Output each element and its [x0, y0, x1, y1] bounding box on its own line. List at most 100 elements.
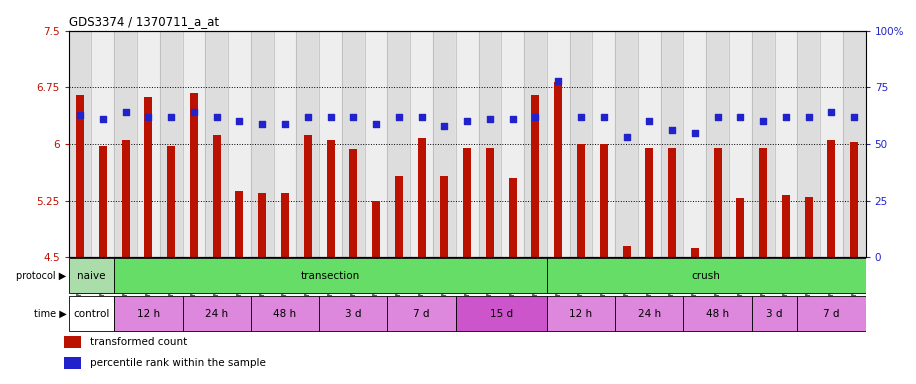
- Text: percentile rank within the sample: percentile rank within the sample: [90, 358, 266, 368]
- Bar: [752, 31, 775, 257]
- Bar: [69, 31, 92, 257]
- Bar: [349, 149, 357, 257]
- Bar: [190, 93, 198, 257]
- Text: transection: transection: [301, 270, 360, 281]
- Bar: [251, 31, 274, 257]
- Bar: [463, 148, 471, 257]
- Point: [187, 109, 202, 115]
- Point: [710, 114, 725, 120]
- Bar: [850, 142, 858, 257]
- Text: control: control: [73, 309, 110, 319]
- Text: time ▶: time ▶: [34, 309, 67, 319]
- Bar: [365, 31, 387, 257]
- Bar: [456, 296, 547, 331]
- Point: [596, 114, 611, 120]
- Point: [460, 118, 474, 124]
- Bar: [114, 258, 547, 293]
- Bar: [182, 296, 251, 331]
- Bar: [660, 31, 683, 257]
- Bar: [646, 148, 653, 257]
- Bar: [752, 296, 797, 331]
- Point: [369, 121, 384, 127]
- Bar: [76, 95, 84, 257]
- Bar: [456, 31, 478, 257]
- Bar: [683, 296, 752, 331]
- Point: [802, 114, 816, 120]
- Point: [95, 116, 110, 122]
- Bar: [683, 31, 706, 257]
- Bar: [616, 31, 638, 257]
- Point: [300, 114, 315, 120]
- Bar: [782, 195, 790, 257]
- Point: [665, 127, 680, 134]
- Point: [164, 114, 179, 120]
- Text: 7 d: 7 d: [823, 309, 840, 319]
- Bar: [327, 140, 334, 257]
- Bar: [297, 31, 319, 257]
- Bar: [114, 296, 182, 331]
- Bar: [820, 31, 843, 257]
- Bar: [714, 148, 722, 257]
- Bar: [736, 199, 745, 257]
- Bar: [554, 82, 562, 257]
- Bar: [235, 191, 244, 257]
- Bar: [433, 31, 456, 257]
- Bar: [251, 296, 319, 331]
- Bar: [372, 200, 380, 257]
- Text: GDS3374 / 1370711_a_at: GDS3374 / 1370711_a_at: [69, 15, 219, 28]
- Bar: [508, 178, 517, 257]
- Bar: [797, 296, 866, 331]
- Bar: [258, 193, 267, 257]
- Bar: [418, 138, 426, 257]
- Point: [642, 118, 657, 124]
- Point: [529, 114, 543, 120]
- Bar: [114, 31, 137, 257]
- Bar: [228, 31, 251, 257]
- Bar: [547, 296, 616, 331]
- Bar: [638, 31, 660, 257]
- Point: [756, 118, 770, 124]
- Point: [779, 114, 793, 120]
- Bar: [478, 31, 501, 257]
- Bar: [547, 258, 866, 293]
- Bar: [159, 31, 182, 257]
- Bar: [387, 296, 456, 331]
- Text: 48 h: 48 h: [274, 309, 297, 319]
- Text: 3 d: 3 d: [767, 309, 783, 319]
- Text: 48 h: 48 h: [706, 309, 729, 319]
- Bar: [706, 31, 729, 257]
- Bar: [441, 177, 448, 257]
- Bar: [691, 248, 699, 257]
- Point: [391, 114, 406, 120]
- Bar: [600, 144, 607, 257]
- Text: protocol ▶: protocol ▶: [16, 270, 67, 281]
- Point: [414, 114, 429, 120]
- Point: [551, 78, 565, 84]
- Bar: [213, 135, 221, 257]
- Point: [573, 114, 588, 120]
- Bar: [69, 296, 114, 331]
- Point: [278, 121, 292, 127]
- Bar: [205, 31, 228, 257]
- Bar: [92, 31, 114, 257]
- Bar: [274, 31, 297, 257]
- Bar: [486, 148, 494, 257]
- Bar: [668, 148, 676, 257]
- Text: transformed count: transformed count: [90, 337, 187, 347]
- Bar: [623, 246, 630, 257]
- Bar: [775, 31, 797, 257]
- Bar: [182, 31, 205, 257]
- Bar: [395, 176, 403, 257]
- Bar: [843, 31, 866, 257]
- Bar: [547, 31, 570, 257]
- Bar: [137, 31, 159, 257]
- Bar: [759, 148, 767, 257]
- Bar: [304, 135, 311, 257]
- Point: [688, 129, 703, 136]
- Bar: [729, 31, 752, 257]
- Bar: [69, 258, 114, 293]
- Bar: [319, 31, 342, 257]
- Point: [72, 111, 87, 118]
- Point: [437, 123, 452, 129]
- Point: [346, 114, 361, 120]
